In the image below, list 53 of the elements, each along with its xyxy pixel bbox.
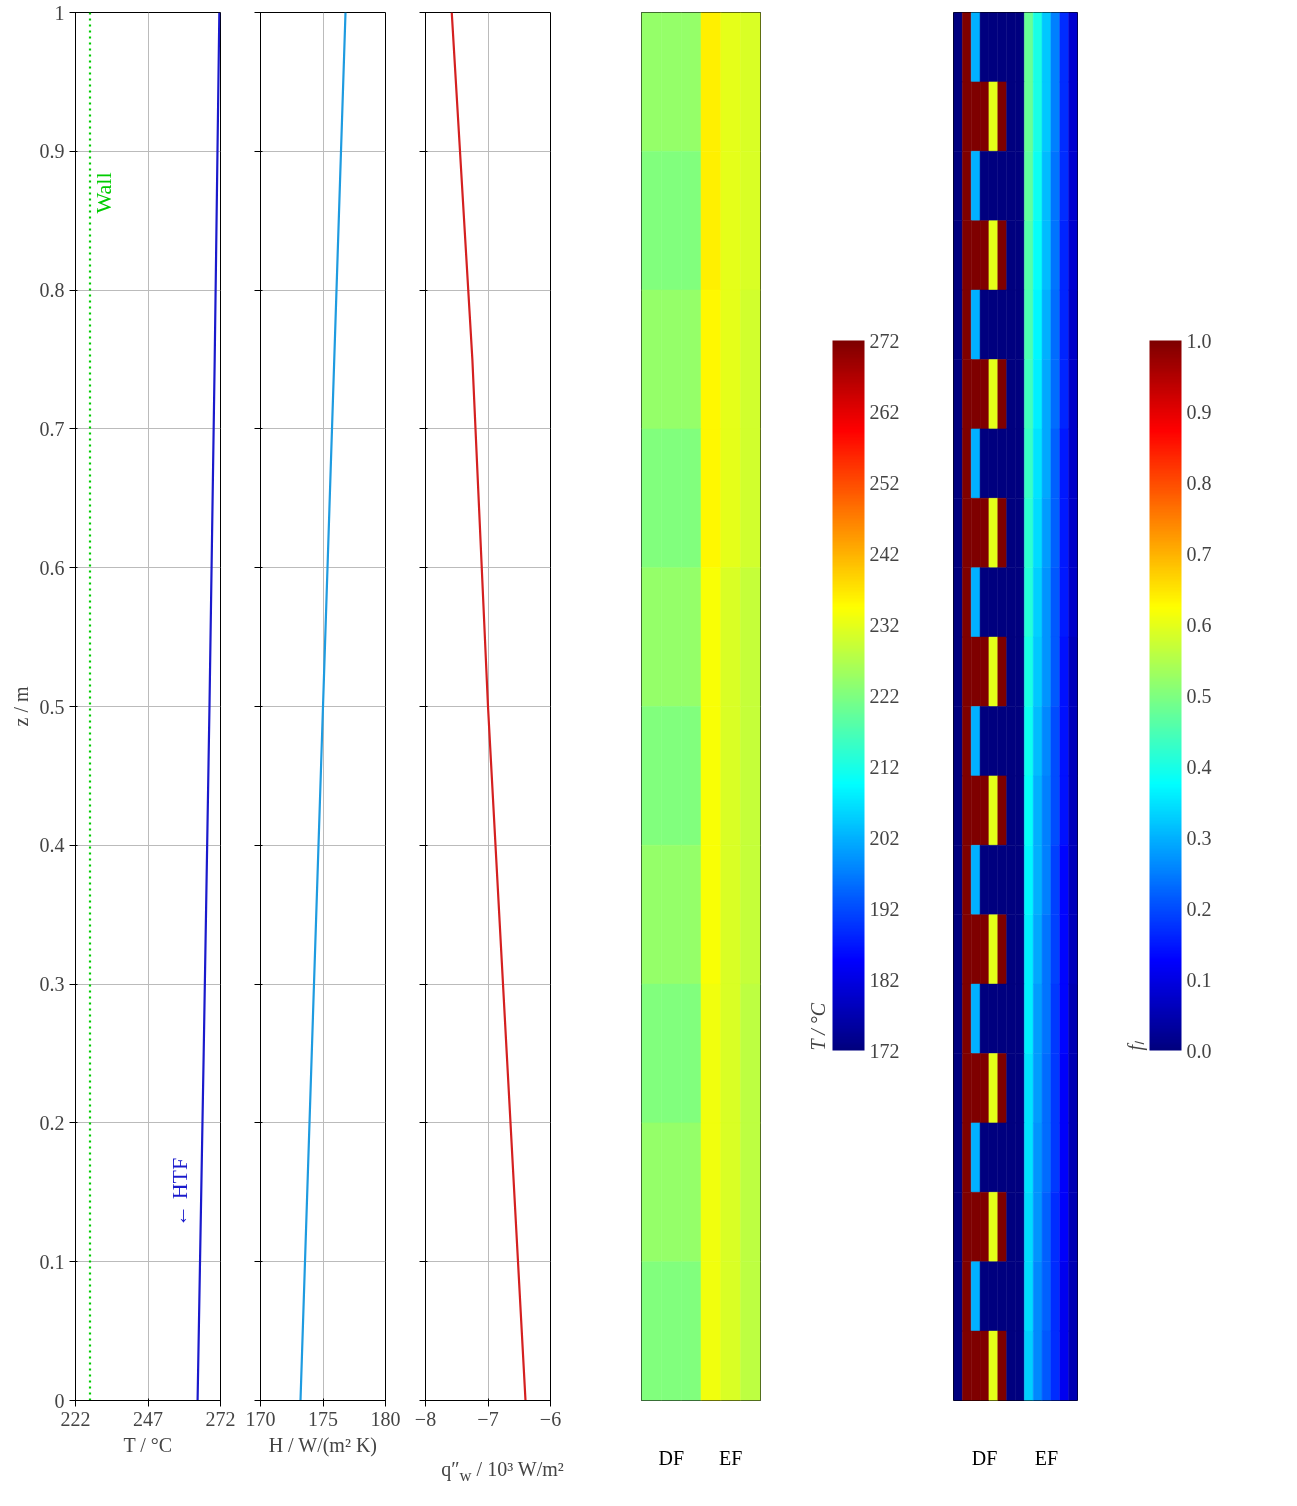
- x-tick-label: −8: [414, 1407, 437, 1430]
- y-tick-label: 0.7: [39, 417, 65, 440]
- x-tick-label: EF: [1034, 1446, 1059, 1469]
- x-tick-label: DF: [971, 1446, 998, 1469]
- color-bar-label: 202: [869, 826, 900, 849]
- x-tick-label: DF: [658, 1446, 685, 1469]
- color-bar-label: 262: [869, 400, 900, 423]
- color-bar-label: 0.7: [1186, 542, 1212, 565]
- y-tick-label: 0.4: [39, 834, 65, 857]
- x-axis-title: q″$_{w}$ / 10³ W/m²: [441, 1457, 564, 1487]
- color-bar-label: 0.8: [1186, 471, 1212, 494]
- color-bar-title: fₗ: [1123, 1039, 1147, 1051]
- y-tick-label: 0.9: [39, 140, 65, 163]
- color-bar-label: 0.4: [1186, 755, 1212, 778]
- x-tick-label: 272: [205, 1407, 236, 1430]
- x-tick-label: 175: [308, 1407, 338, 1430]
- color-bar-label: 212: [869, 755, 900, 778]
- y-tick-label: 1: [54, 1, 65, 24]
- x-tick-label: 170: [245, 1407, 276, 1430]
- color-bar-label: 0.0: [1186, 1039, 1212, 1062]
- x-tick-label: 247: [133, 1407, 163, 1430]
- x-tick-label: −7: [477, 1407, 499, 1430]
- x-tick-label: 180: [370, 1407, 401, 1430]
- color-bar-label: 0.3: [1186, 826, 1212, 849]
- text: Wall: [90, 172, 116, 214]
- color-bar-label: 0.6: [1186, 613, 1212, 636]
- color-bar-label: 222: [869, 684, 900, 707]
- color-bar-label: 252: [869, 471, 900, 494]
- y-tick-label: 0.6: [39, 556, 65, 579]
- color-bar-label: 0.2: [1186, 897, 1212, 920]
- color-bar-label: 242: [869, 542, 900, 565]
- text: ← HTF: [166, 1157, 192, 1227]
- x-axis-title: T / °C: [123, 1433, 173, 1456]
- x-tick-label: −6: [539, 1407, 562, 1430]
- color-bar-label: 192: [869, 897, 900, 920]
- color-bar-title: T / °C: [806, 1002, 829, 1051]
- x-axis-title: H / W/(m² K): [268, 1433, 378, 1457]
- y-tick-label: 0.1: [39, 1250, 65, 1273]
- y-tick-label: 0.3: [39, 973, 65, 996]
- color-bar-label: 182: [869, 968, 900, 991]
- color-bar-label: 232: [869, 613, 900, 636]
- y-axis-title: z / m: [9, 686, 32, 727]
- y-tick-label: 0.5: [39, 695, 65, 718]
- color-bar-label: 1.0: [1186, 329, 1212, 352]
- color-bar-label: 0.9: [1186, 400, 1212, 423]
- y-tick-label: 0.8: [39, 279, 65, 302]
- color-bar-label: 0.1: [1186, 968, 1212, 991]
- color-bar-label: 272: [869, 329, 900, 352]
- color-bar-label: 172: [869, 1039, 900, 1062]
- line-series: [196, 12, 221, 1401]
- y-tick-label: 0.2: [39, 1111, 65, 1134]
- color-bar-label: 0.5: [1186, 684, 1212, 707]
- x-tick-label: EF: [719, 1446, 743, 1469]
